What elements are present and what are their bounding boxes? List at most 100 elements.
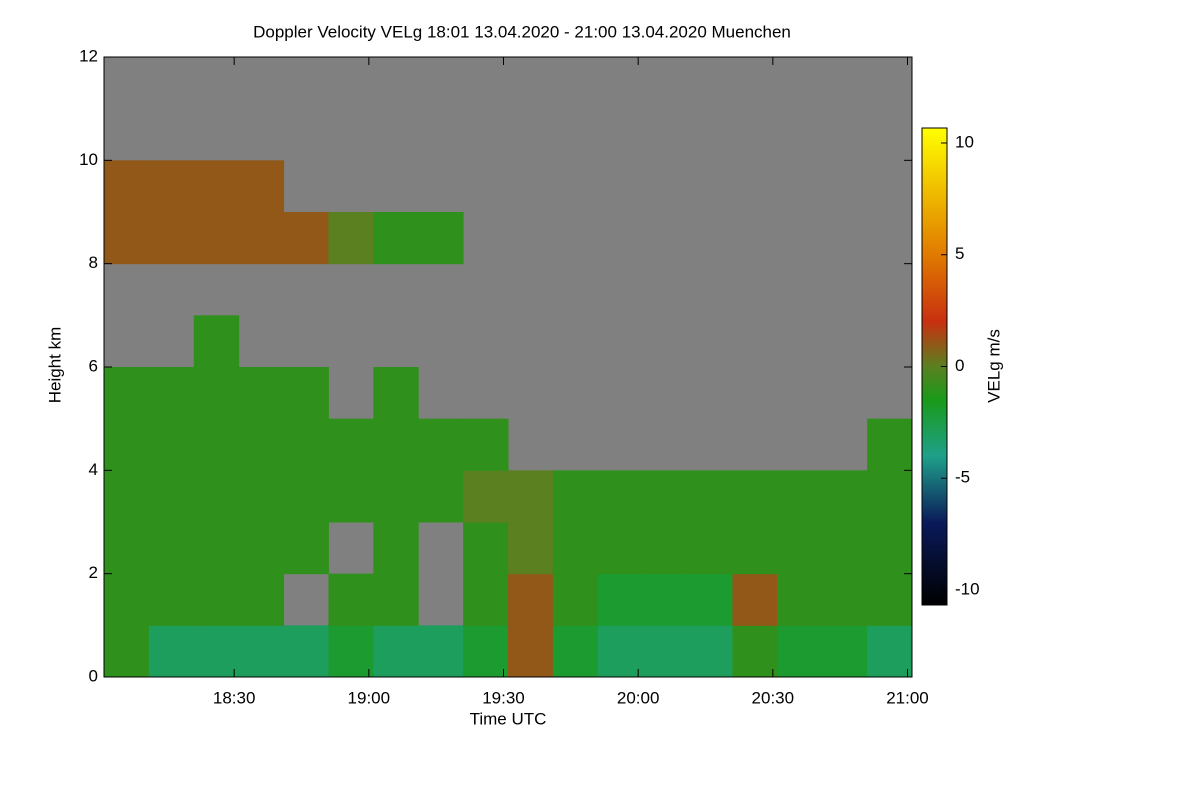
y-tick-label: 2 (89, 563, 98, 582)
chart-title: Doppler Velocity VELg 18:01 13.04.2020 -… (253, 22, 791, 41)
heatmap-cell (867, 418, 913, 471)
y-tick-label: 12 (79, 46, 98, 65)
heatmap-cell (373, 470, 419, 523)
heatmap-cell (642, 522, 689, 575)
heatmap-cell (732, 522, 778, 575)
x-tick-label: 18:30 (213, 688, 256, 707)
heatmap-cell (822, 573, 868, 626)
heatmap-cell (104, 418, 150, 471)
heatmap-cell (104, 625, 150, 678)
heatmap-cell (732, 573, 778, 626)
heatmap-cell (148, 470, 195, 523)
heatmap-cell (418, 470, 464, 523)
heatmap-cell (104, 470, 150, 523)
heatmap-cell (328, 418, 374, 471)
heatmap-cell (104, 367, 150, 420)
heatmap-cell (552, 522, 599, 575)
heatmap-cell (238, 212, 285, 265)
heatmap-cell (552, 625, 599, 678)
heatmap-cell (732, 625, 778, 678)
heatmap-cell (508, 470, 554, 523)
heatmap-cell (822, 522, 868, 575)
heatmap-cell (328, 573, 374, 626)
heatmap-cell (193, 573, 240, 626)
x-tick-label: 21:00 (886, 688, 929, 707)
heatmap-cell (238, 573, 285, 626)
heatmap-cell (283, 522, 329, 575)
heatmap-cell (687, 470, 733, 523)
heatmap-cell (193, 315, 240, 368)
heatmap-cell (148, 367, 195, 420)
heatmap-cell (552, 573, 599, 626)
x-tick-label: 20:30 (752, 688, 795, 707)
heatmap-cell (418, 625, 464, 678)
heatmap-cell (418, 212, 464, 265)
heatmap-cell (642, 573, 689, 626)
heatmap-cell (867, 522, 913, 575)
y-tick-label: 10 (79, 150, 98, 169)
heatmap-cell (597, 470, 644, 523)
y-tick-label: 8 (89, 253, 98, 272)
heatmap-cell (104, 522, 150, 575)
heatmap-cell (822, 470, 868, 523)
heatmap-cell (373, 418, 419, 471)
heatmap-cell (777, 470, 823, 523)
y-axis-label: Height km (45, 327, 64, 404)
heatmap-cell (508, 625, 554, 678)
heatmap-cell (463, 573, 509, 626)
heatmap-cell (597, 522, 644, 575)
heatmap-cell (867, 625, 913, 678)
y-tick-label: 0 (89, 666, 98, 685)
heatmap-cell (508, 573, 554, 626)
colorbar-tick-label: 0 (955, 356, 964, 375)
heatmap-cell (148, 522, 195, 575)
heatmap-cell (104, 212, 150, 265)
heatmap-cell (867, 470, 913, 523)
heatmap-cell (732, 470, 778, 523)
heatmap-cell (373, 573, 419, 626)
colorbar-tick-label: -10 (955, 580, 980, 599)
heatmap-cell (687, 625, 733, 678)
heatmap-cell (283, 367, 329, 420)
heatmap-cell (148, 625, 195, 678)
heatmap-cell (777, 625, 823, 678)
heatmap-cell (508, 522, 554, 575)
heatmap-cell (373, 522, 419, 575)
x-tick-label: 19:00 (348, 688, 391, 707)
heatmap-cell (283, 418, 329, 471)
heatmap-cell (193, 625, 240, 678)
colorbar-tick-label: 5 (955, 244, 964, 263)
heatmap-cell (283, 470, 329, 523)
heatmap-cell (777, 522, 823, 575)
heatmap-cell (463, 470, 509, 523)
heatmap-cell (642, 470, 689, 523)
x-tick-label: 20:00 (617, 688, 660, 707)
heatmap-cell (373, 367, 419, 420)
heatmap-cell (193, 160, 240, 213)
colorbar-label: VELg m/s (984, 329, 1003, 403)
y-tick-label: 4 (89, 460, 98, 479)
heatmap-cell (597, 573, 644, 626)
heatmap-cell (597, 625, 644, 678)
heatmap-cell (463, 522, 509, 575)
heatmap-cell (148, 160, 195, 213)
heatmap-cell (193, 367, 240, 420)
heatmap-cell (148, 212, 195, 265)
heatmap-cell (148, 573, 195, 626)
colorbar-tick-label: 10 (955, 132, 974, 151)
heatmap-cell (687, 522, 733, 575)
heatmap-cell (642, 625, 689, 678)
heatmap-cell (193, 470, 240, 523)
heatmap-cell (238, 367, 285, 420)
heatmap-cell (373, 212, 419, 265)
x-axis-label: Time UTC (470, 709, 547, 728)
heatmap-cell (148, 418, 195, 471)
heatmap-cell (552, 470, 599, 523)
heatmap-cell (104, 160, 150, 213)
heatmap-cell (463, 625, 509, 678)
heatmap-cell (822, 625, 868, 678)
heatmap-cell (328, 625, 374, 678)
heatmap-cell (687, 573, 733, 626)
heatmap-cell (283, 625, 329, 678)
